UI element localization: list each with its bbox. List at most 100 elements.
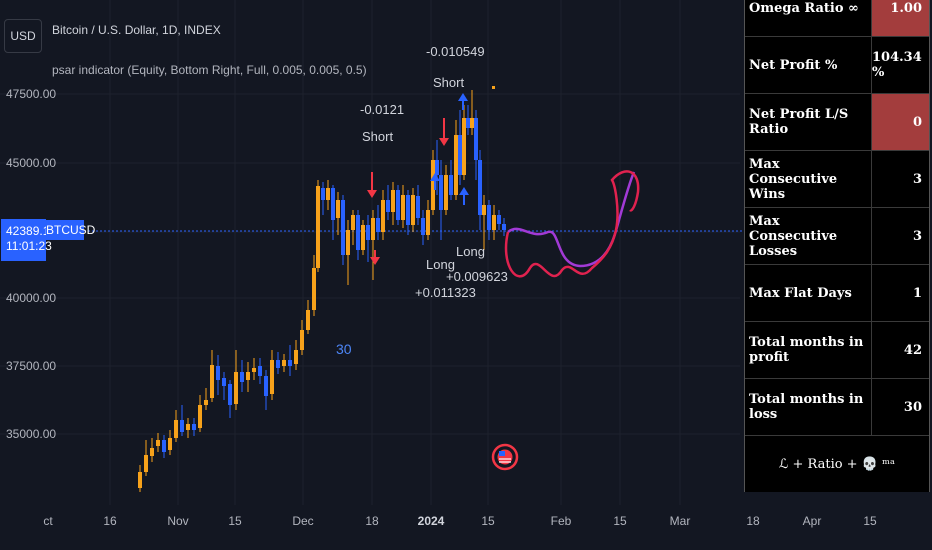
price-tick: 40000.00 xyxy=(6,291,57,305)
candle-body xyxy=(406,195,410,225)
candle-body xyxy=(258,366,262,376)
candle-body xyxy=(426,210,430,235)
candle-body xyxy=(454,135,458,195)
candle-body xyxy=(470,118,474,128)
candle-body xyxy=(497,215,501,224)
currency-button[interactable]: USD xyxy=(4,19,42,53)
candle-body xyxy=(396,190,400,220)
candle-body xyxy=(356,215,360,250)
candle-body xyxy=(204,400,208,405)
row-label: Max Consecutive Losses xyxy=(749,213,838,259)
short-arrow-icon xyxy=(370,250,380,265)
candle-body xyxy=(326,188,330,200)
current-price-value: 42389.18 xyxy=(6,224,57,238)
candle-body xyxy=(421,218,425,235)
table-row: Max Consecutive Wins 3 xyxy=(745,151,929,208)
price-tick: 45000.00 xyxy=(6,156,57,170)
symbol-title[interactable]: Bitcoin / U.S. Dollar, 1D, INDEX xyxy=(52,23,221,37)
candle-body xyxy=(361,225,365,250)
row-value: 3 xyxy=(871,151,929,207)
candle-body xyxy=(439,175,443,210)
time-tick: Mar xyxy=(669,514,691,528)
row-value: 104.34 % xyxy=(871,37,929,93)
candle-body xyxy=(180,420,184,432)
candle-body xyxy=(186,424,190,430)
table-row: Total months in loss 30 xyxy=(745,379,929,436)
candle-body xyxy=(386,200,390,212)
table-row: Net Profit L/S Ratio 0 xyxy=(745,94,929,151)
indicator-title[interactable]: psar indicator (Equity, Bottom Right, Fu… xyxy=(52,63,367,77)
row-value: 1.00 xyxy=(871,0,929,36)
candle-body xyxy=(444,175,448,210)
candle-body xyxy=(150,448,154,456)
candle-body xyxy=(216,366,220,380)
candle-body xyxy=(492,215,496,230)
short-arrow-icon xyxy=(367,172,377,198)
time-tick: 15 xyxy=(228,514,242,528)
time-tick: Apr xyxy=(802,514,822,528)
current-price-badge: 42389.18 11:01:23 xyxy=(1,219,57,261)
candle-body xyxy=(240,372,244,382)
table-row: Max Consecutive Losses 3 xyxy=(745,208,929,265)
candle-body xyxy=(288,360,292,366)
time-tick: 18 xyxy=(365,514,379,528)
candle-body xyxy=(192,424,196,430)
candle-body xyxy=(474,118,478,160)
row-value: 30 xyxy=(871,379,929,435)
candle-body xyxy=(431,160,435,210)
row-label: Total months in profit xyxy=(749,335,864,365)
candle-body xyxy=(466,118,470,128)
candle-body xyxy=(234,372,238,404)
row-value: 42 xyxy=(871,322,929,378)
candle-body xyxy=(381,200,385,232)
candle-body xyxy=(294,350,298,364)
trade-value-label: +0.009623 xyxy=(446,269,508,284)
candle-body xyxy=(282,360,286,366)
long-arrow-icon xyxy=(430,173,440,190)
candle-body xyxy=(391,190,395,212)
price-tick: 37500.00 xyxy=(6,359,57,373)
candle-body xyxy=(482,205,486,215)
time-tick: 16 xyxy=(103,514,117,528)
trade-value-label: +0.011323 xyxy=(415,285,476,300)
candle-body xyxy=(366,225,370,240)
time-tick: 15 xyxy=(481,514,495,528)
candle-body xyxy=(435,160,439,175)
trade-direction-label: Short xyxy=(433,75,465,90)
time-tick: 18 xyxy=(746,514,760,528)
candle-body xyxy=(264,376,268,396)
candle-body xyxy=(306,310,310,330)
table-row: Max Flat Days 1 xyxy=(745,265,929,322)
candle-body xyxy=(300,330,304,350)
long-arrow-icon xyxy=(458,93,468,110)
candle-body xyxy=(458,135,462,175)
candle-body xyxy=(341,200,345,255)
table-row: Total months in profit 42 xyxy=(745,322,929,379)
candle-body xyxy=(346,230,350,255)
event-flag-icon[interactable] xyxy=(491,443,519,471)
candle-body xyxy=(174,420,178,438)
price-tick: 35000.00 xyxy=(6,427,57,441)
row-label: Net Profit L/S Ratio xyxy=(749,107,849,137)
candle-body xyxy=(316,186,320,268)
candle-body xyxy=(331,188,335,220)
candle-body xyxy=(487,205,491,230)
table-row: Net Profit % 104.34 % xyxy=(745,37,929,94)
candle-body xyxy=(162,440,166,452)
candle-body xyxy=(198,405,202,428)
time-tick: 15 xyxy=(613,514,627,528)
trade-direction-label: Short xyxy=(362,129,394,144)
row-label: Omega Ratio ∞ xyxy=(749,0,859,16)
count-label: 30 xyxy=(336,341,352,357)
candle-body xyxy=(312,268,316,310)
candle-body xyxy=(138,472,142,488)
candle-body xyxy=(270,360,274,394)
candlestick-series xyxy=(138,90,506,492)
candle-body xyxy=(478,160,482,215)
projection-line-purple xyxy=(507,171,636,268)
time-tick: Dec xyxy=(292,514,314,528)
table-footer: ℒ + Ratio + 💀 ᵐᵃ xyxy=(778,456,896,472)
table-row: Omega Ratio ∞ 1.00 xyxy=(745,0,929,37)
row-value: 0 xyxy=(871,94,929,150)
